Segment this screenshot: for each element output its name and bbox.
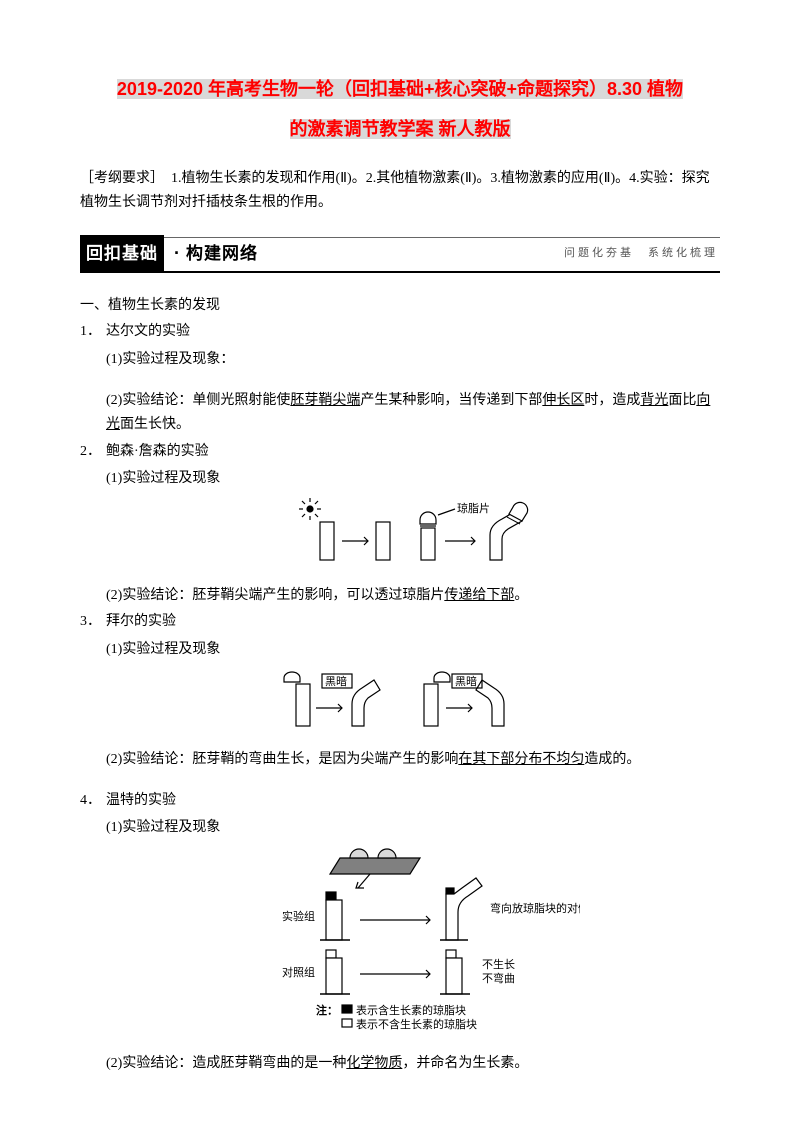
svg-text:琼脂片: 琼脂片 [457,501,490,515]
exp1-title: 达尔文的实验 [106,321,720,343]
exp1-p1: (1)实验过程及现象： [106,348,720,372]
svg-text:黑暗: 黑暗 [455,674,477,688]
exp2-conclusion: (2)实验结论：胚芽鞘尖端产生的影响，可以透过琼脂片传递给下部。 [106,584,720,608]
banner-right-text: 问题化夯基 系统化梳理 [564,245,718,263]
exp4-figure: 实验组 弯向放琼脂块的对侧 对照组 不生长 不弯曲 注： 表示含生长素的琼脂 [80,846,720,1044]
exp3-conclusion: (2)实验结论：胚芽鞘的弯曲生长，是因为尖端产生的影响在其下部分布不均匀造成的。 [106,748,720,772]
svg-text:实验组: 实验组 [282,909,315,923]
exp3-p1: (1)实验过程及现象 [106,638,720,662]
exp3-figure: 黑暗 黑暗 [80,668,720,740]
svg-text:表示含生长素的琼脂块: 表示含生长素的琼脂块 [356,1003,466,1017]
item-num-2: 2． [80,441,106,463]
main-title: 2019-2020 年高考生物一轮（回扣基础+核心突破+命题探究）8.30 植物… [80,70,720,149]
svg-text:弯向放琼脂块的对侧: 弯向放琼脂块的对侧 [490,901,580,915]
svg-text:注：: 注： [316,1003,338,1017]
banner-dot: · [174,239,180,268]
banner-black-box: 回扣基础 [80,235,164,273]
exp2-p1: (1)实验过程及现象 [106,467,720,491]
syllabus-text: ［考纲要求］ 1.植物生长素的发现和作用(Ⅱ)。2.其他植物激素(Ⅱ)。3.植物… [80,167,720,215]
svg-text:表示不含生长素的琼脂块: 表示不含生长素的琼脂块 [356,1017,477,1031]
exp2-figure: 琼脂片 [80,497,720,575]
svg-text:不弯曲: 不弯曲 [482,971,515,985]
title-line2: 的激素调节教学案 新人教版 [290,119,511,139]
experiment-1: 1． 达尔文的实验 [80,321,720,343]
banner-left: 回扣基础 · 构建网络 [80,235,258,273]
item-num-3: 3． [80,611,106,633]
experiment-3: 3． 拜尔的实验 [80,611,720,633]
exp4-p1: (1)实验过程及现象 [106,816,720,840]
banner-subtitle: 构建网络 [186,240,258,267]
exp2-title: 鲍森·詹森的实验 [106,441,720,463]
experiment-2: 2． 鲍森·詹森的实验 [80,441,720,463]
svg-text:对照组: 对照组 [282,965,315,979]
item-num-1: 1． [80,321,106,343]
exp4-title: 温特的实验 [106,790,720,812]
exp3-title: 拜尔的实验 [106,611,720,633]
section-heading: 一、植物生长素的发现 [80,295,720,317]
exp4-conclusion: (2)实验结论：造成胚芽鞘弯曲的是一种化学物质，并命名为生长素。 [106,1052,720,1076]
section-banner: 回扣基础 · 构建网络 问题化夯基 系统化梳理 [80,237,720,273]
title-line1: 2019-2020 年高考生物一轮（回扣基础+核心突破+命题探究）8.30 植物 [117,79,683,99]
svg-text:黑暗: 黑暗 [325,674,347,688]
svg-text:不生长: 不生长 [482,957,515,971]
experiment-4: 4． 温特的实验 [80,790,720,812]
item-num-4: 4． [80,790,106,812]
exp1-conclusion: (2)实验结论：单侧光照射能使胚芽鞘尖端产生某种影响，当传递到下部伸长区时，造成… [106,389,720,437]
